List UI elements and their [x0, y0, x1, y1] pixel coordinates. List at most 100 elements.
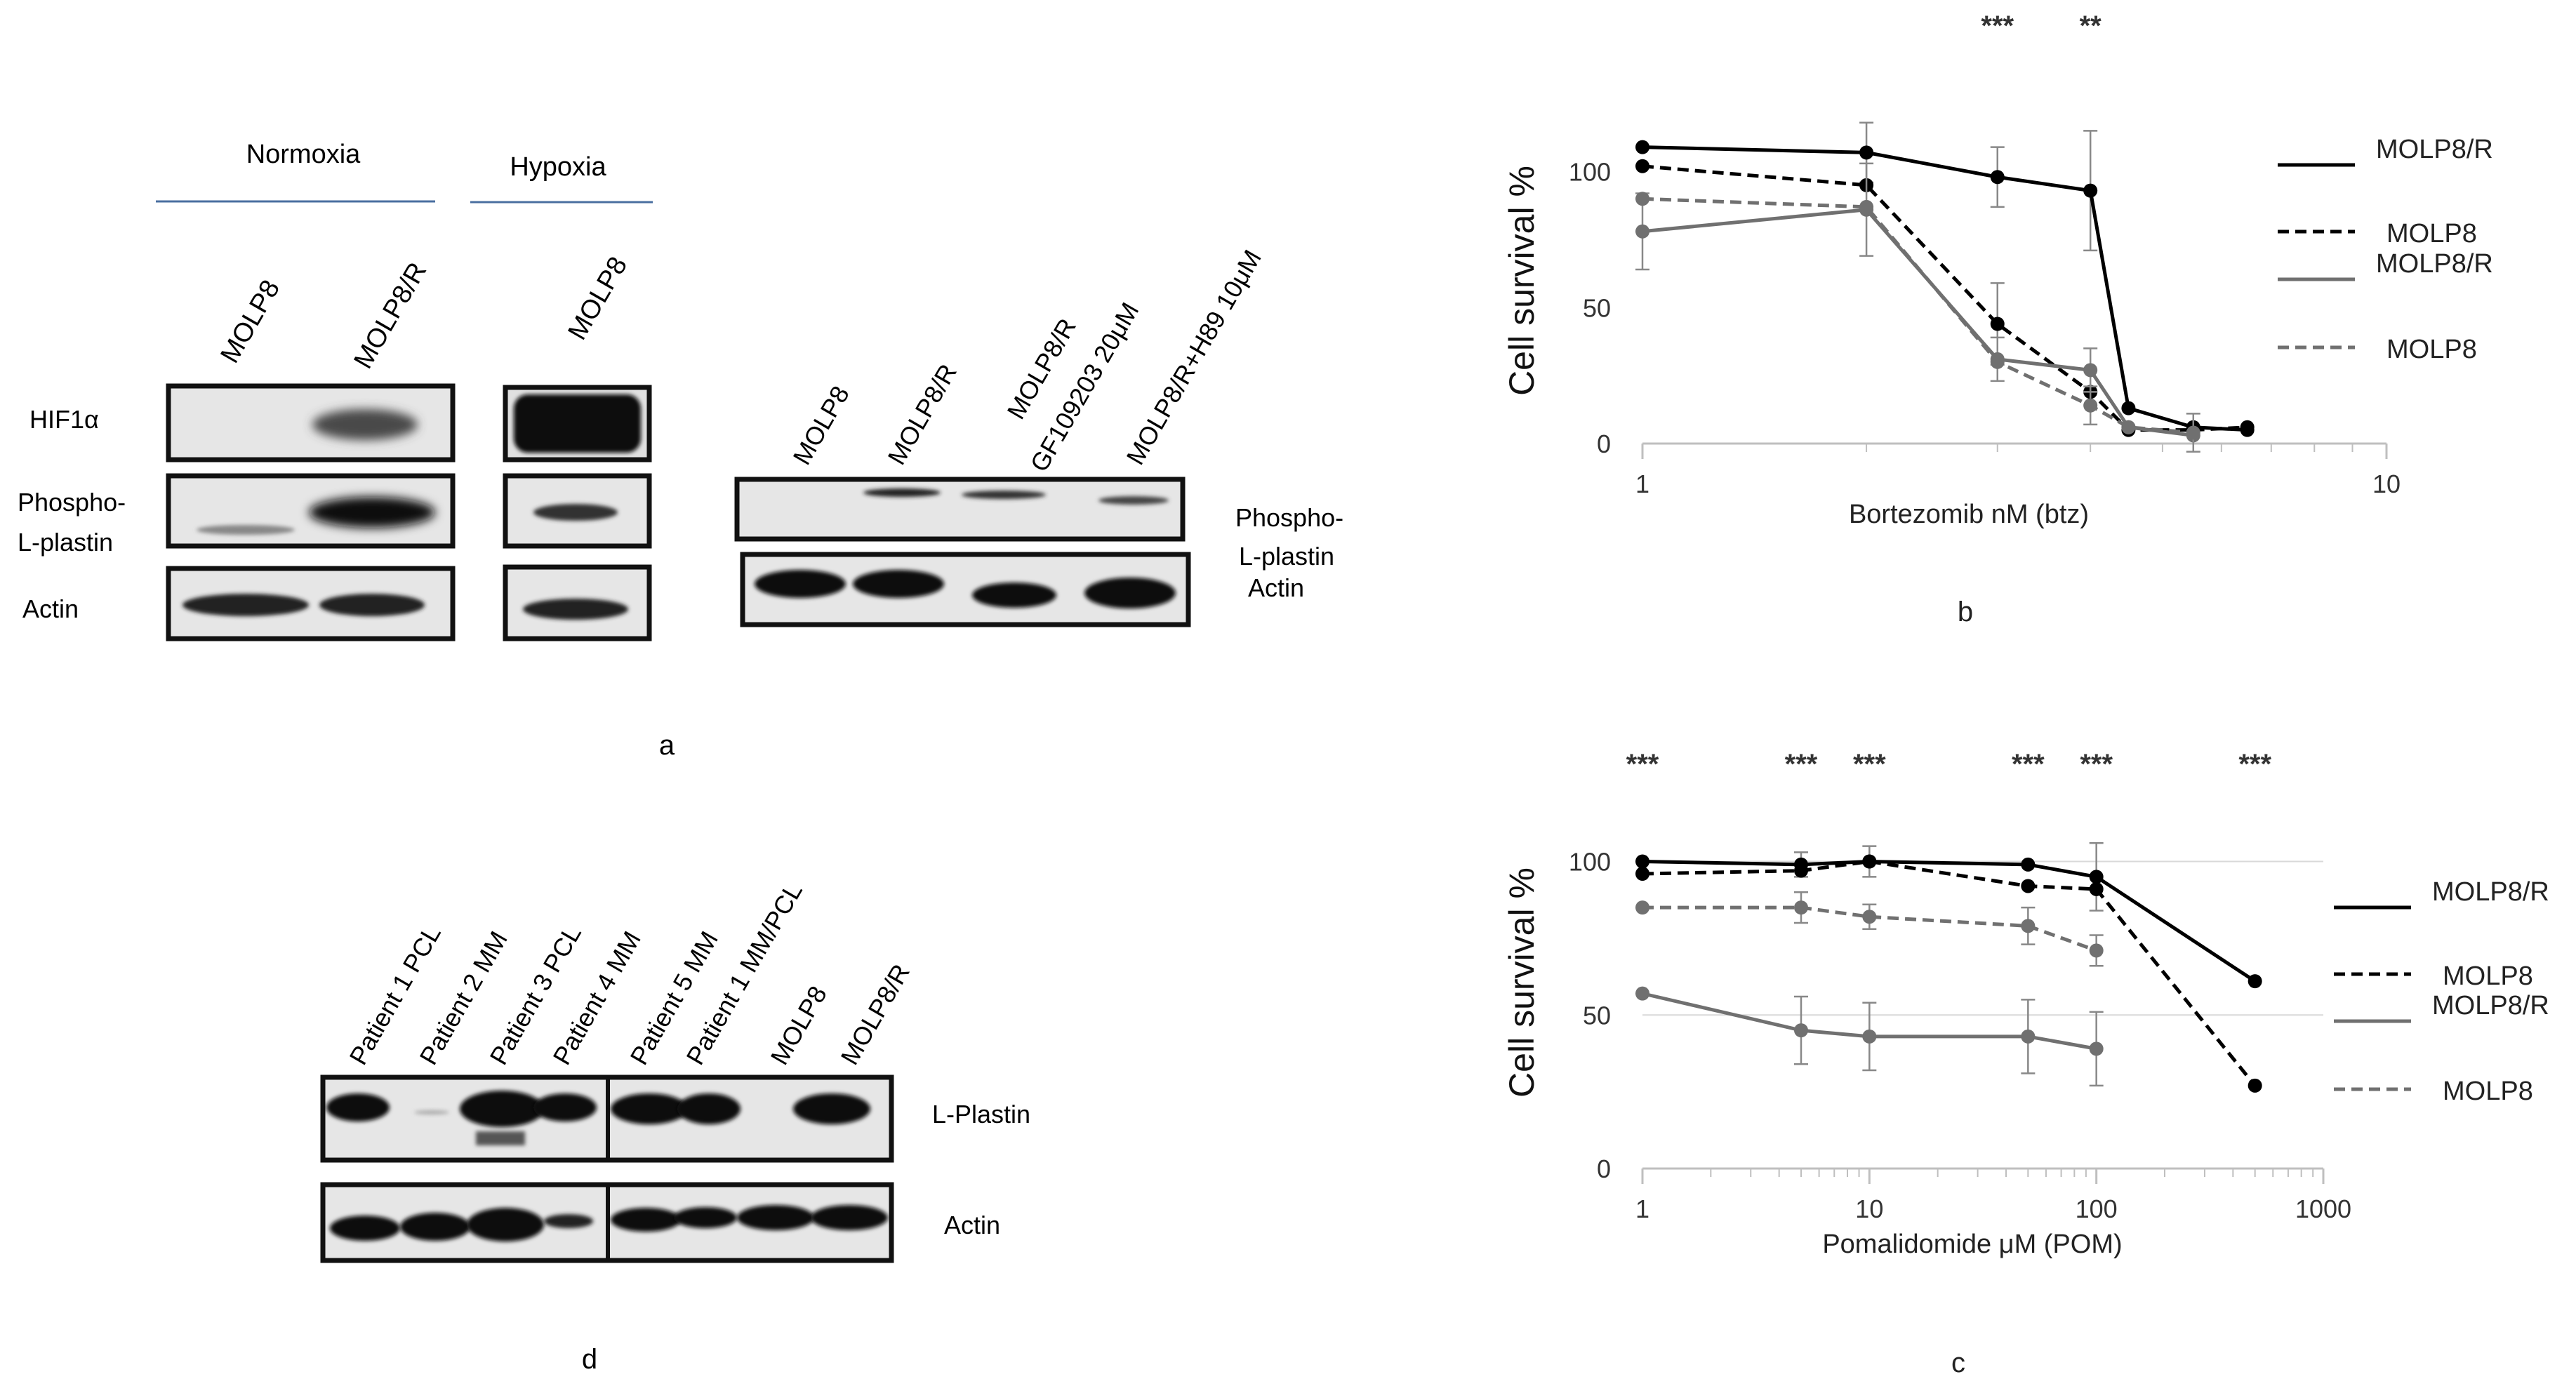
data-point	[2083, 183, 2098, 198]
y-tick-label: 0	[1597, 1154, 1611, 1183]
lane-label-a-molp8: MOLP8	[215, 275, 286, 368]
data-point	[1859, 145, 1874, 160]
row-label-a2-lplastin: L-plastin	[1239, 542, 1334, 571]
series-0	[1635, 121, 2255, 437]
legend-label: MOLP8/R	[2376, 135, 2493, 164]
y-tick-label: 100	[1569, 158, 1611, 187]
data-point	[1635, 140, 1649, 154]
data-point	[1635, 224, 1649, 239]
significance-annotation: ***	[1785, 749, 1818, 780]
legend-label: MOLP8	[2443, 961, 2533, 991]
data-point	[1862, 1029, 1877, 1044]
row-label-lplastin: L-plastin	[18, 528, 113, 557]
y-tick-label: 50	[1583, 293, 1611, 322]
data-point	[2089, 881, 2104, 896]
data-point	[1990, 354, 2005, 369]
series-line	[1642, 859, 2257, 1087]
significance-annotation: ***	[2012, 749, 2045, 780]
legend-label: MOLP8	[2443, 1077, 2533, 1106]
data-point	[1862, 854, 1877, 869]
legend-label: MOLP8/R	[2432, 991, 2549, 1020]
data-point	[2021, 919, 2036, 933]
row-label-actin: Actin	[22, 594, 79, 623]
data-point	[2089, 943, 2104, 958]
y-tick-label: 50	[1583, 1001, 1611, 1030]
data-point	[1862, 910, 1877, 924]
data-point	[1794, 1023, 1809, 1038]
x-tick-label: 1	[1635, 1194, 1649, 1223]
chart-c: 1 10 100 1000 0 50 100 Pomalidomide μM (POM) Cel…	[1502, 749, 2549, 1378]
data-point	[2121, 420, 2136, 434]
row-label-a2-actin: Actin	[1248, 573, 1304, 602]
data-point	[1635, 192, 1649, 206]
row-label-phospho: Phospho-	[18, 488, 126, 517]
x-axis-label: Pomalidomide μM (POM)	[1822, 1230, 2122, 1259]
data-point	[2089, 870, 2104, 884]
row-label-d-lplastin: L-Plastin	[932, 1100, 1030, 1129]
data-point	[1990, 317, 2005, 331]
blot-actin-normoxia	[166, 566, 456, 641]
series-line	[1642, 905, 2097, 952]
lane-label-d-8: MOLP8/R	[835, 959, 915, 1070]
blot-phospho-hypoxia	[503, 473, 652, 549]
y-axis-label: Cell survival %	[1502, 867, 1541, 1098]
x-tick-label: 1	[1635, 470, 1649, 498]
blot-hif1a-hypoxia	[503, 385, 652, 462]
data-point	[2083, 363, 2098, 378]
panel-a: Normoxia Hypoxia MOLP8 MOLP8/R MOLP8 HIF…	[18, 140, 1343, 761]
data-point	[1990, 170, 2005, 185]
series-2	[1635, 986, 2104, 1087]
series-0	[1635, 842, 2262, 989]
series-1	[1635, 854, 2262, 1093]
series-line	[1642, 208, 2194, 437]
panel-letter-d: d	[582, 1344, 597, 1375]
data-point	[1635, 900, 1649, 915]
significance-annotation: ***	[2080, 749, 2113, 780]
series-line	[1642, 859, 2257, 983]
lane-label-a2-molp8r: MOLP8/R	[882, 359, 962, 470]
lane-label-a2-molp8: MOLP8	[787, 381, 855, 470]
legend-label: MOLP8	[2386, 335, 2477, 364]
data-point	[1859, 199, 1874, 214]
series-3	[1635, 192, 2200, 453]
significance-annotation: **	[2080, 11, 2102, 41]
data-point	[2021, 879, 2036, 893]
series-line	[1642, 145, 2248, 432]
x-tick-label: 10	[1855, 1194, 1883, 1223]
blot-actin-inhibitors	[740, 552, 1191, 627]
data-point	[2083, 398, 2098, 413]
blot-actin-patients	[320, 1182, 894, 1263]
x-tick-label: 100	[2076, 1194, 2118, 1223]
series-3	[1635, 891, 2104, 967]
blot-phospho-normoxia	[166, 473, 456, 549]
data-point	[2089, 1041, 2104, 1056]
panel-letter-a: a	[659, 730, 675, 761]
blot-actin-hypoxia	[503, 564, 652, 641]
significance-annotation: ***	[1626, 749, 1659, 780]
x-tick-label: 1000	[2295, 1194, 2351, 1223]
legend-label: MOLP8/R	[2432, 877, 2549, 907]
data-point	[2021, 1029, 2036, 1044]
group-label-normoxia: Normoxia	[246, 140, 361, 169]
panel-letter: b	[1958, 597, 1973, 627]
data-point	[1635, 986, 1649, 1001]
row-label-hif1a: HIF1α	[29, 405, 99, 434]
lane-label-d-7: MOLP8	[764, 981, 832, 1070]
data-point	[2186, 425, 2200, 440]
data-point	[2121, 401, 2136, 415]
y-tick-label: 0	[1597, 430, 1611, 458]
row-label-a2-phospho: Phospho-	[1235, 503, 1343, 532]
blot-hif1a-normoxia	[166, 383, 456, 462]
data-point	[2248, 1078, 2262, 1093]
row-label-d-actin: Actin	[944, 1211, 1000, 1239]
legend-label: MOLP8	[2386, 219, 2477, 248]
data-point	[1635, 867, 1649, 881]
x-axis-label: Bortezomib nM (btz)	[1849, 500, 2089, 529]
significance-annotation: ***	[1981, 11, 2014, 41]
data-point	[1794, 900, 1809, 915]
blot-lplastin-patients	[320, 1074, 894, 1163]
panel-letter: c	[1951, 1347, 1965, 1378]
panel-d: Patient 1 PCL Patient 2 MM Patient 3 PCL…	[320, 878, 1030, 1375]
